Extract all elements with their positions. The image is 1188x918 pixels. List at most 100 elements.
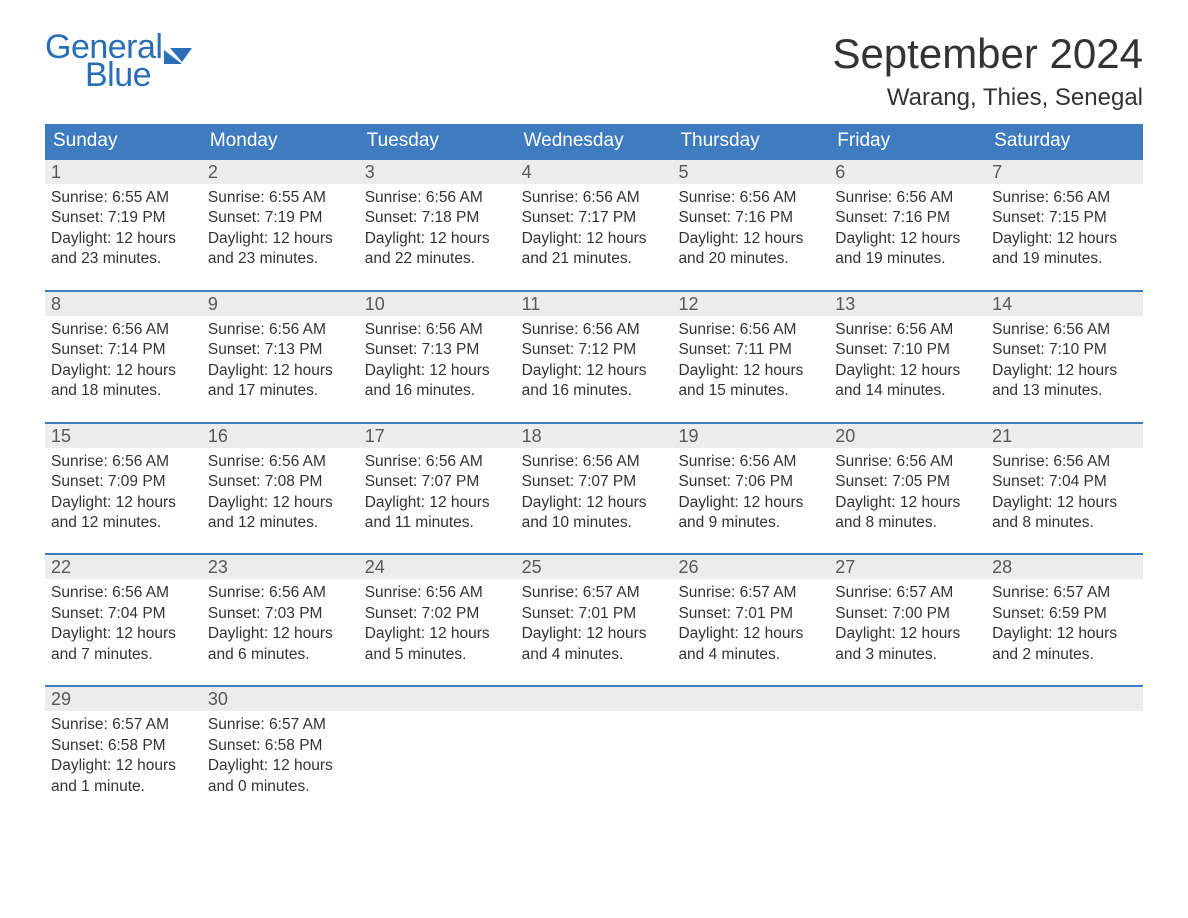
calendar-day-cell: 28Sunrise: 6:57 AMSunset: 6:59 PMDayligh… <box>986 555 1143 671</box>
day-number: 23 <box>202 555 359 579</box>
sunset-line: Sunset: 7:15 PM <box>992 208 1137 228</box>
calendar: SundayMondayTuesdayWednesdayThursdayFrid… <box>45 124 1143 803</box>
calendar-day-cell: 21Sunrise: 6:56 AMSunset: 7:04 PMDayligh… <box>986 424 1143 540</box>
sunrise-line: Sunrise: 6:56 AM <box>992 320 1137 340</box>
sunset-line: Sunset: 7:18 PM <box>365 208 510 228</box>
calendar-day-cell: 13Sunrise: 6:56 AMSunset: 7:10 PMDayligh… <box>829 292 986 408</box>
day-number: 17 <box>359 424 516 448</box>
calendar-week-row: 15Sunrise: 6:56 AMSunset: 7:09 PMDayligh… <box>45 422 1143 540</box>
daylight-line: Daylight: 12 hours and 9 minutes. <box>678 493 823 534</box>
calendar-day-cell: 29Sunrise: 6:57 AMSunset: 6:58 PMDayligh… <box>45 687 202 803</box>
sunrise-line: Sunrise: 6:56 AM <box>365 452 510 472</box>
day-number: 26 <box>672 555 829 579</box>
day-details: Sunrise: 6:56 AMSunset: 7:02 PMDaylight:… <box>359 579 516 671</box>
sunset-line: Sunset: 7:10 PM <box>835 340 980 360</box>
empty-strip <box>829 687 986 711</box>
calendar-day-cell: 26 Sunrise: 6:57 AMSunset: 7:01 PMDayligh… <box>672 555 829 671</box>
daylight-line: Daylight: 12 hours and 18 minutes. <box>51 361 196 402</box>
sunset-line: Sunset: 7:12 PM <box>522 340 667 360</box>
day-details: Sunrise: 6:56 AMSunset: 7:04 PMDaylight:… <box>986 448 1143 540</box>
day-details: Sunrise: 6:56 AMSunset: 7:13 PMDaylight:… <box>359 316 516 408</box>
day-number: 8 <box>45 292 202 316</box>
daylight-line: Daylight: 12 hours and 16 minutes. <box>522 361 667 402</box>
sunrise-line: Sunrise: 6:56 AM <box>678 320 823 340</box>
sunset-line: Sunset: 7:00 PM <box>835 604 980 624</box>
sunset-line: Sunset: 7:01 PM <box>522 604 667 624</box>
day-details: Sunrise: 6:56 AMSunset: 7:17 PMDaylight:… <box>516 184 673 276</box>
calendar-empty-cell <box>986 687 1143 803</box>
calendar-day-cell: 19Sunrise: 6:56 AMSunset: 7:06 PMDayligh… <box>672 424 829 540</box>
day-number: 9 <box>202 292 359 316</box>
day-details: Sunrise: 6:56 AMSunset: 7:13 PMDaylight:… <box>202 316 359 408</box>
calendar-day-cell: 10Sunrise: 6:56 AMSunset: 7:13 PMDayligh… <box>359 292 516 408</box>
sunrise-line: Sunrise: 6:57 AM <box>208 715 353 735</box>
day-number: 21 <box>986 424 1143 448</box>
calendar-header-row: SundayMondayTuesdayWednesdayThursdayFrid… <box>45 124 1143 158</box>
day-number: 13 <box>829 292 986 316</box>
daylight-line: Daylight: 12 hours and 12 minutes. <box>51 493 196 534</box>
sunset-line: Sunset: 7:13 PM <box>208 340 353 360</box>
day-details: Sunrise: 6:56 AMSunset: 7:04 PMDaylight:… <box>45 579 202 671</box>
sunrise-line: Sunrise: 6:56 AM <box>678 188 823 208</box>
daylight-line: Daylight: 12 hours and 23 minutes. <box>208 229 353 270</box>
daylight-line: Daylight: 12 hours and 6 minutes. <box>208 624 353 665</box>
sunset-line: Sunset: 7:19 PM <box>51 208 196 228</box>
day-number: 5 <box>672 160 829 184</box>
brand-word2: Blue <box>85 58 194 92</box>
calendar-header-thursday: Thursday <box>672 124 829 158</box>
day-details: Sunrise: 6:57 AMSunset: 6:58 PMDaylight:… <box>45 711 202 803</box>
sunrise-line: Sunrise: 6:56 AM <box>51 320 196 340</box>
day-number: 14 <box>986 292 1143 316</box>
sunrise-line: Sunrise: 6:55 AM <box>51 188 196 208</box>
sunset-line: Sunset: 7:01 PM <box>678 604 823 624</box>
sunrise-line: Sunrise: 6:56 AM <box>51 452 196 472</box>
day-number: 20 <box>829 424 986 448</box>
calendar-empty-cell <box>829 687 986 803</box>
sunrise-line: Sunrise: 6:57 AM <box>678 583 823 603</box>
daylight-line: Daylight: 12 hours and 8 minutes. <box>835 493 980 534</box>
calendar-day-cell: 3Sunrise: 6:56 AMSunset: 7:18 PMDaylight… <box>359 160 516 276</box>
day-number: 12 <box>672 292 829 316</box>
sunset-line: Sunset: 7:16 PM <box>835 208 980 228</box>
sunrise-line: Sunrise: 6:56 AM <box>208 452 353 472</box>
calendar-week-row: 22Sunrise: 6:56 AMSunset: 7:04 PMDayligh… <box>45 553 1143 671</box>
day-number: 28 <box>986 555 1143 579</box>
sunrise-line: Sunrise: 6:57 AM <box>51 715 196 735</box>
sunrise-line: Sunrise: 6:56 AM <box>522 188 667 208</box>
day-details: Sunrise: 6:55 AMSunset: 7:19 PMDaylight:… <box>202 184 359 276</box>
calendar-day-cell: 20Sunrise: 6:56 AMSunset: 7:05 PMDayligh… <box>829 424 986 540</box>
calendar-day-cell: 5Sunrise: 6:56 AMSunset: 7:16 PMDaylight… <box>672 160 829 276</box>
calendar-header-sunday: Sunday <box>45 124 202 158</box>
calendar-day-cell: 8Sunrise: 6:56 AMSunset: 7:14 PMDaylight… <box>45 292 202 408</box>
daylight-line: Daylight: 12 hours and 23 minutes. <box>51 229 196 270</box>
daylight-line: Daylight: 12 hours and 0 minutes. <box>208 756 353 797</box>
calendar-empty-cell <box>359 687 516 803</box>
day-details: Sunrise: 6:56 AMSunset: 7:06 PMDaylight:… <box>672 448 829 540</box>
day-details: Sunrise: 6:56 AMSunset: 7:07 PMDaylight:… <box>359 448 516 540</box>
sunrise-line: Sunrise: 6:57 AM <box>835 583 980 603</box>
brand-logo: General Blue <box>45 30 194 92</box>
daylight-line: Daylight: 12 hours and 12 minutes. <box>208 493 353 534</box>
calendar-day-cell: 25Sunrise: 6:57 AMSunset: 7:01 PMDayligh… <box>516 555 673 671</box>
daylight-line: Daylight: 12 hours and 22 minutes. <box>365 229 510 270</box>
sunrise-line: Sunrise: 6:56 AM <box>522 452 667 472</box>
day-details: Sunrise: 6:57 AMSunset: 6:58 PMDaylight:… <box>202 711 359 803</box>
calendar-day-cell: 24Sunrise: 6:56 AMSunset: 7:02 PMDayligh… <box>359 555 516 671</box>
calendar-header-friday: Friday <box>829 124 986 158</box>
sunset-line: Sunset: 6:58 PM <box>51 736 196 756</box>
day-details: Sunrise: 6:56 AMSunset: 7:16 PMDaylight:… <box>829 184 986 276</box>
day-details: Sunrise: 6:56 AMSunset: 7:07 PMDaylight:… <box>516 448 673 540</box>
day-number: 18 <box>516 424 673 448</box>
day-details: Sunrise: 6:56 AMSunset: 7:11 PMDaylight:… <box>672 316 829 408</box>
empty-strip <box>986 687 1143 711</box>
day-details: Sunrise: 6:56 AMSunset: 7:18 PMDaylight:… <box>359 184 516 276</box>
sunset-line: Sunset: 7:04 PM <box>992 472 1137 492</box>
day-details: Sunrise: 6:56 AMSunset: 7:05 PMDaylight:… <box>829 448 986 540</box>
daylight-line: Daylight: 12 hours and 4 minutes. <box>678 624 823 665</box>
calendar-day-cell: 23Sunrise: 6:56 AMSunset: 7:03 PMDayligh… <box>202 555 359 671</box>
calendar-day-cell: 2Sunrise: 6:55 AMSunset: 7:19 PMDaylight… <box>202 160 359 276</box>
sunrise-line: Sunrise: 6:57 AM <box>992 583 1137 603</box>
day-number: 19 <box>672 424 829 448</box>
sunset-line: Sunset: 6:58 PM <box>208 736 353 756</box>
sunrise-line: Sunrise: 6:57 AM <box>522 583 667 603</box>
